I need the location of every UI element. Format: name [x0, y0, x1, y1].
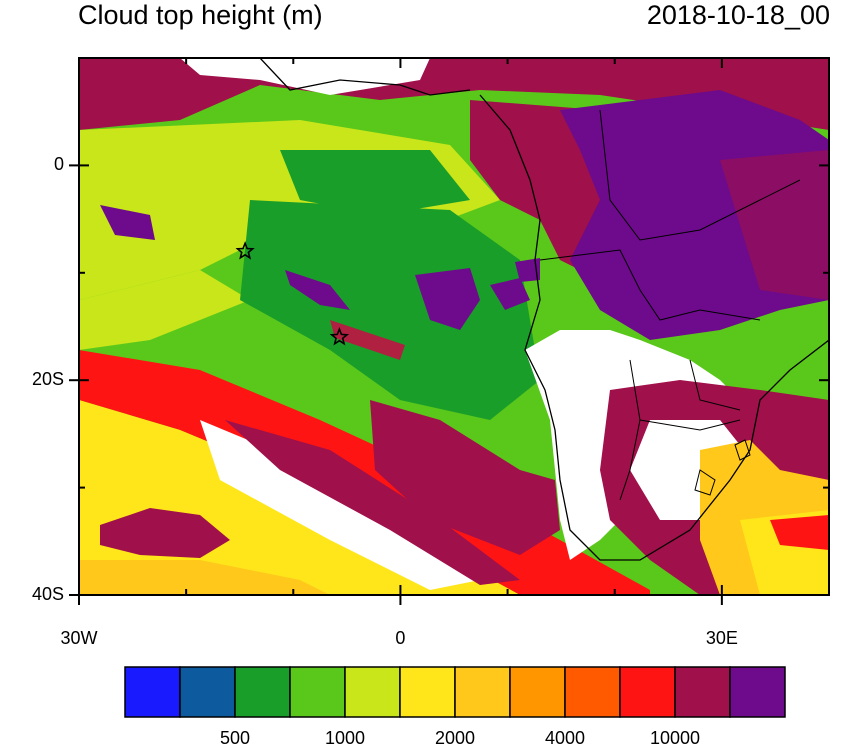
map-title: Cloud top height (m): [78, 0, 323, 30]
star-marker-2: [329, 327, 350, 346]
colorbar-swatch: [509, 666, 566, 718]
lon-label: 30E: [705, 628, 738, 648]
colorbar-swatch: [399, 666, 456, 718]
colorbar-swatch: [179, 666, 236, 718]
colorbar-swatch: [729, 666, 786, 718]
colorbar-label: 4000: [544, 728, 586, 748]
lat-label: 20S: [31, 369, 64, 390]
lat-label: 40S: [31, 584, 64, 604]
colorbar-label: 1000: [324, 728, 366, 748]
map-frame: [78, 57, 830, 596]
colorbar-label: 500: [219, 728, 251, 748]
colorbar: [124, 666, 786, 718]
axis-ticks: [69, 57, 830, 605]
colorbar-swatch: [619, 666, 676, 718]
lat-label: 0: [53, 154, 64, 175]
colorbar-swatch: [454, 666, 511, 718]
star-markers: [235, 241, 350, 346]
star-marker-1: [235, 241, 255, 260]
colorbar-swatch: [124, 666, 181, 718]
colorbar-swatch: [289, 666, 346, 718]
colorbar-swatch: [564, 666, 621, 718]
cloud-field: [79, 58, 829, 595]
colorbar-swatch: [344, 666, 401, 718]
map-timestamp: 2018-10-18_00: [646, 0, 830, 30]
colorbar-swatch: [234, 666, 291, 718]
colorbar-label: 2000: [434, 728, 476, 748]
colorbar-swatch: [674, 666, 731, 718]
lon-label: 30W: [60, 628, 98, 648]
lon-label: 0: [395, 628, 406, 648]
colorbar-label: 10000: [649, 728, 701, 748]
